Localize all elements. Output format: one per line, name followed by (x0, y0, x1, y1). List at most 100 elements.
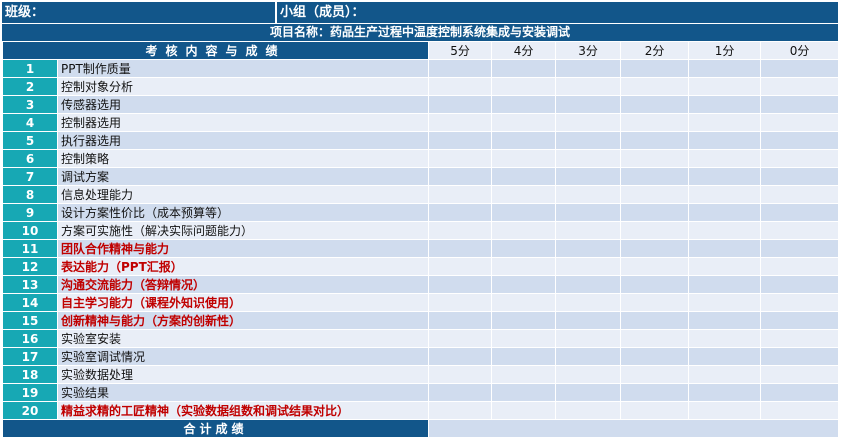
score-cell[interactable] (620, 167, 690, 186)
score-cell[interactable] (620, 113, 690, 132)
score-cell[interactable] (491, 311, 557, 330)
group-field[interactable]: 小组（成员）： (277, 2, 838, 23)
score-cell[interactable] (760, 401, 840, 420)
score-cell[interactable] (491, 239, 557, 258)
score-cell[interactable] (688, 329, 762, 348)
score-cell[interactable] (555, 113, 622, 132)
score-cell[interactable] (620, 275, 690, 294)
score-cell[interactable] (555, 401, 622, 420)
score-cell[interactable] (620, 347, 690, 366)
score-cell[interactable] (688, 59, 762, 78)
score-cell[interactable] (620, 383, 690, 402)
score-cell[interactable] (428, 77, 493, 96)
score-cell[interactable] (428, 131, 493, 150)
score-cell[interactable] (760, 329, 840, 348)
score-cell[interactable] (760, 149, 840, 168)
total-value-cell[interactable] (428, 419, 840, 438)
score-cell[interactable] (555, 221, 622, 240)
score-cell[interactable] (428, 95, 493, 114)
score-cell[interactable] (688, 401, 762, 420)
score-cell[interactable] (428, 221, 493, 240)
score-cell[interactable] (760, 221, 840, 240)
score-cell[interactable] (428, 347, 493, 366)
score-cell[interactable] (760, 59, 840, 78)
score-cell[interactable] (555, 257, 622, 276)
score-cell[interactable] (428, 275, 493, 294)
score-cell[interactable] (620, 149, 690, 168)
score-cell[interactable] (688, 167, 762, 186)
score-cell[interactable] (760, 203, 840, 222)
score-cell[interactable] (620, 77, 690, 96)
score-cell[interactable] (760, 293, 840, 312)
score-cell[interactable] (760, 167, 840, 186)
score-cell[interactable] (491, 401, 557, 420)
score-cell[interactable] (428, 383, 493, 402)
score-cell[interactable] (688, 221, 762, 240)
score-cell[interactable] (555, 131, 622, 150)
score-cell[interactable] (620, 131, 690, 150)
score-cell[interactable] (491, 185, 557, 204)
score-cell[interactable] (491, 365, 557, 384)
score-cell[interactable] (620, 365, 690, 384)
score-cell[interactable] (491, 257, 557, 276)
score-cell[interactable] (555, 329, 622, 348)
score-cell[interactable] (760, 95, 840, 114)
score-cell[interactable] (428, 329, 493, 348)
score-cell[interactable] (760, 275, 840, 294)
score-cell[interactable] (491, 95, 557, 114)
score-cell[interactable] (620, 203, 690, 222)
class-field[interactable]: 班级： (2, 2, 276, 23)
score-cell[interactable] (688, 113, 762, 132)
score-cell[interactable] (555, 203, 622, 222)
score-cell[interactable] (491, 329, 557, 348)
score-cell[interactable] (491, 113, 557, 132)
score-cell[interactable] (491, 347, 557, 366)
score-cell[interactable] (688, 149, 762, 168)
score-cell[interactable] (620, 95, 690, 114)
score-cell[interactable] (688, 383, 762, 402)
score-cell[interactable] (620, 257, 690, 276)
score-cell[interactable] (428, 239, 493, 258)
score-cell[interactable] (555, 365, 622, 384)
score-cell[interactable] (620, 329, 690, 348)
score-cell[interactable] (428, 311, 493, 330)
score-cell[interactable] (555, 77, 622, 96)
score-cell[interactable] (688, 185, 762, 204)
score-cell[interactable] (491, 77, 557, 96)
score-cell[interactable] (428, 113, 493, 132)
score-cell[interactable] (428, 59, 493, 78)
score-cell[interactable] (688, 131, 762, 150)
score-cell[interactable] (555, 149, 622, 168)
score-cell[interactable] (620, 311, 690, 330)
score-cell[interactable] (760, 77, 840, 96)
score-cell[interactable] (428, 185, 493, 204)
score-cell[interactable] (620, 59, 690, 78)
score-cell[interactable] (688, 257, 762, 276)
score-cell[interactable] (491, 131, 557, 150)
score-cell[interactable] (428, 293, 493, 312)
score-cell[interactable] (620, 221, 690, 240)
score-cell[interactable] (688, 311, 762, 330)
score-cell[interactable] (620, 293, 690, 312)
score-cell[interactable] (760, 257, 840, 276)
score-cell[interactable] (555, 383, 622, 402)
score-cell[interactable] (688, 347, 762, 366)
score-cell[interactable] (760, 113, 840, 132)
score-cell[interactable] (555, 239, 622, 258)
score-cell[interactable] (555, 347, 622, 366)
score-cell[interactable] (491, 275, 557, 294)
score-cell[interactable] (491, 293, 557, 312)
score-cell[interactable] (688, 77, 762, 96)
score-cell[interactable] (428, 401, 493, 420)
score-cell[interactable] (491, 203, 557, 222)
score-cell[interactable] (760, 311, 840, 330)
score-cell[interactable] (760, 365, 840, 384)
score-cell[interactable] (428, 149, 493, 168)
score-cell[interactable] (491, 221, 557, 240)
score-cell[interactable] (688, 95, 762, 114)
score-cell[interactable] (688, 275, 762, 294)
score-cell[interactable] (428, 203, 493, 222)
score-cell[interactable] (428, 257, 493, 276)
score-cell[interactable] (760, 347, 840, 366)
score-cell[interactable] (428, 365, 493, 384)
